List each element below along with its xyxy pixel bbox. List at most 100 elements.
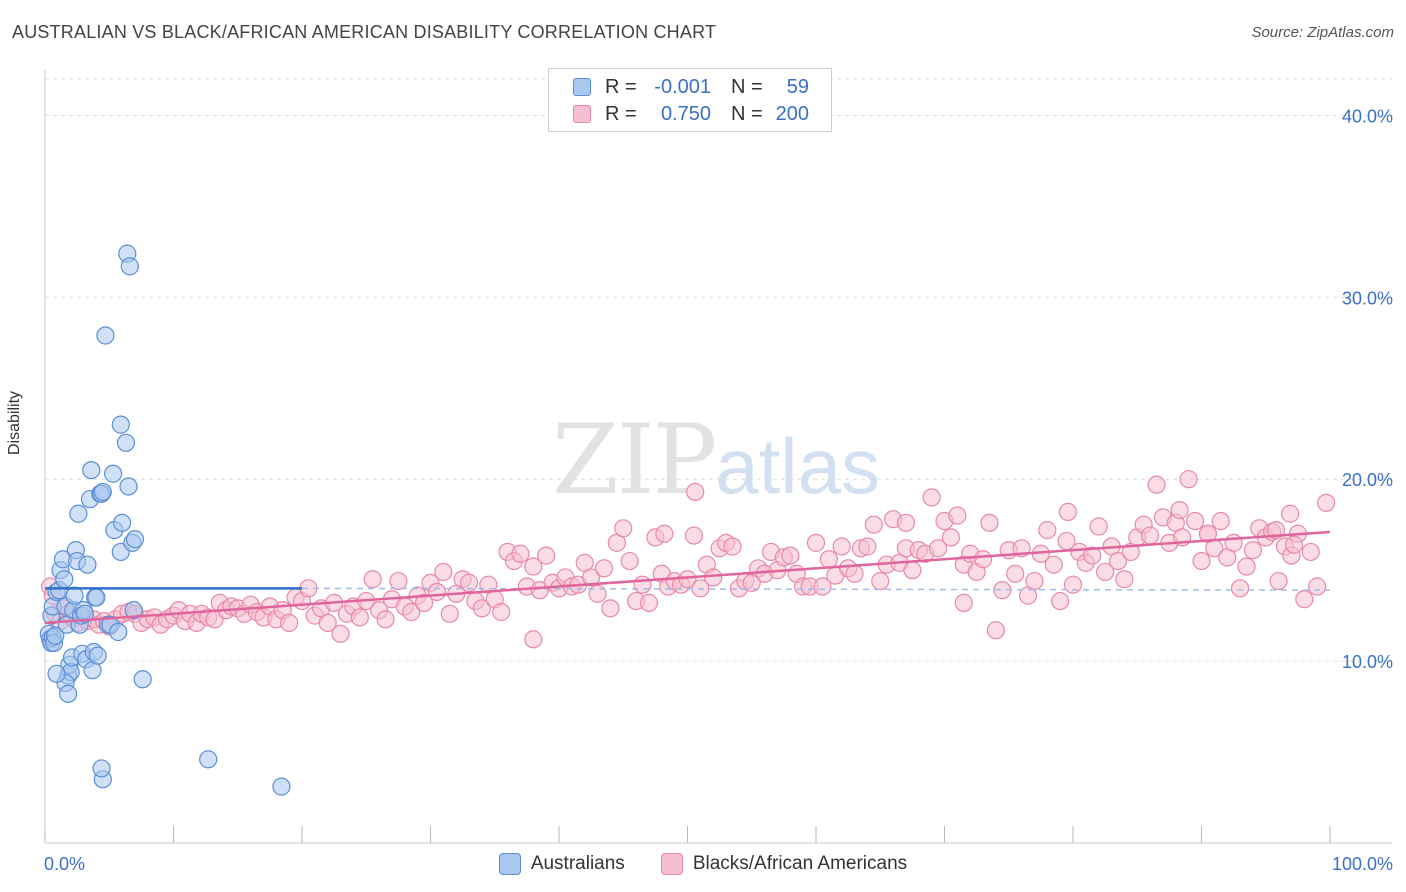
data-point-blacks — [1198, 524, 1218, 543]
data-point-blacks — [871, 571, 890, 591]
y-axis-label: Disability — [6, 390, 23, 455]
data-point-blacks — [402, 602, 421, 622]
data-point-australians — [46, 626, 65, 645]
data-point-australians — [75, 604, 94, 623]
series-australians-points — [39, 244, 291, 796]
legend-row-blacks: R = 0.750 N = 200 — [573, 102, 809, 126]
data-point-blacks — [980, 513, 999, 532]
data-point-blacks — [492, 602, 511, 622]
data-point-blacks — [928, 539, 948, 558]
data-point-australians — [69, 504, 88, 523]
data-point-blacks — [434, 562, 453, 582]
data-point-blacks — [1281, 504, 1300, 523]
data-point-australians — [119, 477, 138, 496]
data-point-blacks — [1295, 590, 1314, 609]
data-point-australians — [133, 670, 152, 689]
data-point-blacks — [1185, 511, 1205, 531]
data-point-australians — [104, 464, 123, 483]
data-point-blacks — [472, 599, 491, 618]
data-point-blacks — [1140, 526, 1160, 545]
data-point-blacks — [832, 537, 851, 556]
data-point-blacks — [414, 593, 434, 612]
data-point-australians — [93, 482, 112, 502]
data-point-blacks — [537, 546, 556, 565]
legend-item-australians[interactable]: Australians — [498, 853, 625, 875]
data-point-blacks — [781, 546, 800, 565]
legend-row-australians: R = -0.001 N = 59 — [573, 75, 809, 99]
y-tick-label: 20.0% — [1342, 470, 1393, 490]
data-point-blacks — [1284, 535, 1304, 554]
tick-labels: 10.0% 20.0% 30.0% 40.0% 0.0% 100.0% — [44, 106, 1393, 874]
data-point-blacks — [620, 551, 639, 571]
data-point-blacks — [1038, 521, 1057, 540]
data-point-blacks — [588, 584, 607, 603]
data-point-blacks — [280, 613, 299, 632]
data-point-blacks — [941, 528, 961, 547]
data-point-australians — [47, 664, 66, 683]
legend-n-label: N = — [731, 75, 763, 98]
data-point-blacks — [582, 568, 601, 587]
y-tick-label: 40.0% — [1342, 106, 1393, 126]
data-point-australians — [78, 555, 97, 574]
data-point-blacks — [819, 550, 838, 569]
data-point-blacks — [1044, 555, 1063, 574]
data-point-australians — [112, 513, 132, 532]
trend-lines — [44, 530, 1331, 625]
legend-swatch-pink — [573, 105, 591, 123]
data-point-blacks — [948, 506, 967, 525]
data-point-blacks — [723, 537, 742, 556]
legend-item-blacks[interactable]: Blacks/African Americans — [660, 853, 907, 875]
data-point-blacks — [1237, 557, 1256, 576]
data-point-australians — [92, 759, 111, 778]
data-point-blacks — [704, 568, 723, 587]
data-point-blacks — [459, 573, 479, 592]
data-point-blacks — [1243, 541, 1263, 560]
data-point-australians — [125, 530, 145, 549]
data-point-australians — [199, 750, 218, 769]
source-label: Source: ZipAtlas.com — [1251, 24, 1394, 41]
data-point-blacks — [524, 630, 543, 649]
legend-swatch-blue — [573, 78, 591, 96]
data-point-blacks — [639, 593, 659, 612]
data-point-blacks — [524, 557, 543, 576]
legend-n-value: 59 — [786, 75, 809, 98]
legend-n-value: 200 — [775, 102, 809, 125]
legend-r-value: 0.750 — [660, 102, 711, 125]
data-point-blacks — [1179, 470, 1198, 489]
data-point-blacks — [1269, 571, 1288, 591]
data-point-blacks — [1006, 564, 1025, 583]
data-point-blacks — [427, 582, 447, 602]
data-point-blacks — [363, 570, 382, 589]
data-point-blacks — [986, 621, 1006, 640]
data-point-australians — [111, 415, 130, 434]
data-point-blacks — [594, 559, 614, 578]
watermark-atlas: atlas — [715, 422, 880, 510]
data-point-australians — [120, 257, 139, 276]
legend-swatch-pink — [660, 853, 683, 875]
data-point-blacks — [686, 482, 705, 502]
data-point-blacks — [684, 526, 704, 545]
data-point-blacks — [1224, 533, 1243, 552]
legend-r-label: R = — [605, 102, 637, 125]
data-point-blacks — [440, 604, 459, 623]
data-point-blacks — [1147, 475, 1166, 494]
data-point-blacks — [813, 577, 832, 596]
data-point-blacks — [903, 561, 922, 580]
data-point-blacks — [954, 593, 973, 612]
data-point-blacks — [601, 599, 620, 618]
data-point-australians — [124, 601, 143, 620]
data-point-blacks — [1051, 591, 1070, 611]
series-blacks-african-americans-points — [41, 470, 1336, 649]
data-point-blacks — [1170, 501, 1189, 520]
data-point-australians — [55, 570, 74, 589]
chart-title: AUSTRALIAN VS BLACK/AFRICAN AMERICAN DIS… — [12, 22, 717, 42]
data-point-australians — [272, 777, 291, 796]
data-point-australians — [87, 588, 106, 607]
data-point-blacks — [1089, 517, 1108, 536]
data-point-blacks — [1083, 546, 1102, 565]
correlation-legend: R = -0.001 N = 59 R = 0.750 N = 200 — [548, 68, 832, 132]
trend-line-blacks — [44, 530, 1331, 625]
data-point-blacks — [318, 613, 337, 632]
data-point-blacks — [1230, 579, 1250, 598]
